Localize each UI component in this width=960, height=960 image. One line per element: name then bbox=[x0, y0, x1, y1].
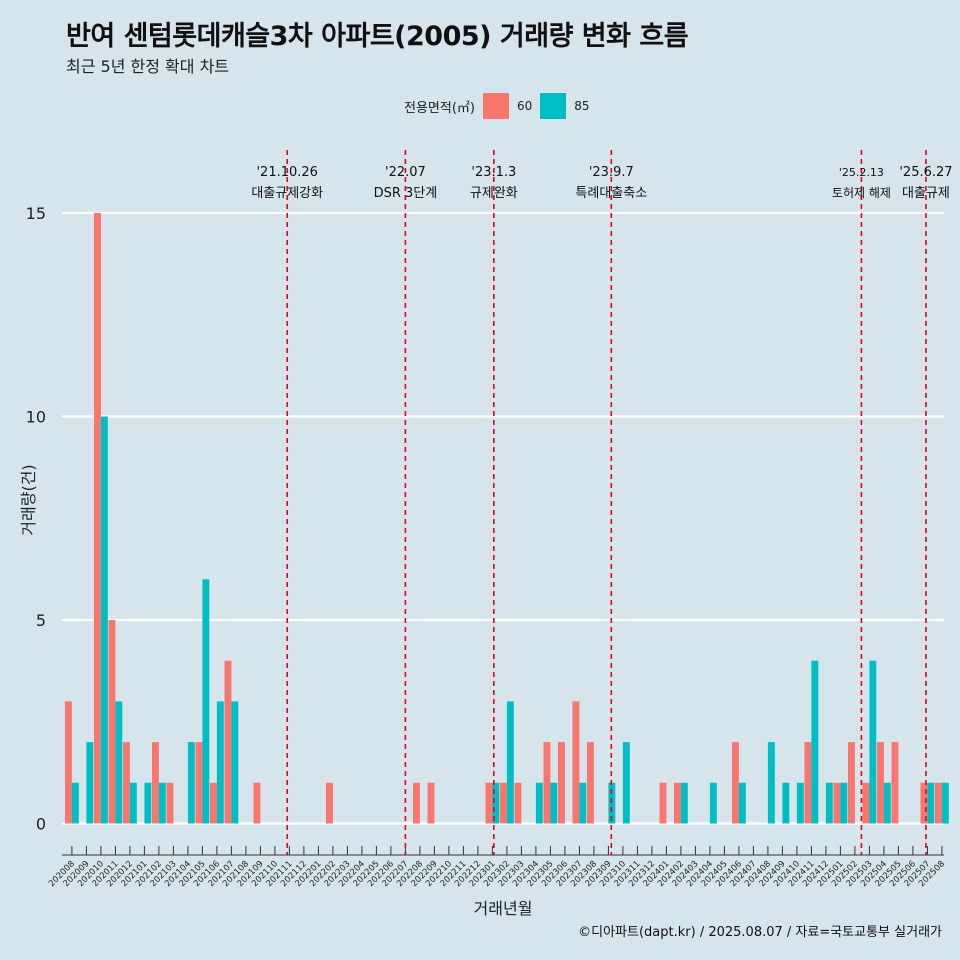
event-name-label: 규제완화 bbox=[470, 186, 518, 201]
legend: 전용면적(㎡) 60 85 bbox=[404, 93, 598, 119]
bar-60-202106 bbox=[210, 782, 217, 824]
event-date-label: '21.10.26 bbox=[256, 165, 317, 180]
bar-85-202302 bbox=[506, 701, 514, 824]
bar-85-202105 bbox=[202, 579, 210, 824]
bar-85-202107 bbox=[231, 701, 239, 824]
bar-60-202011 bbox=[108, 620, 116, 824]
bar-85-202409 bbox=[782, 782, 790, 824]
bar-85-202309 bbox=[608, 782, 616, 824]
legend-label-85: 85 bbox=[574, 99, 590, 113]
bar-60-202502 bbox=[848, 742, 855, 824]
event-name-label: DSR 3단계 bbox=[374, 186, 438, 201]
bar-85-202408 bbox=[767, 742, 775, 824]
bar-85-202411 bbox=[811, 660, 819, 824]
bar-85-202305 bbox=[550, 782, 558, 824]
bar-60-202302 bbox=[500, 782, 507, 824]
bar-85-202507 bbox=[927, 782, 935, 824]
bar-85-202503 bbox=[869, 660, 877, 824]
bar-60-202012 bbox=[123, 742, 130, 824]
bar-60-202508 bbox=[935, 782, 942, 824]
event-name-label: 대출규제강화 bbox=[251, 186, 323, 201]
bar-85-202310 bbox=[622, 742, 630, 824]
chart-subtitle: 최근 5년 한정 확대 차트 bbox=[66, 57, 230, 76]
bar-60-202406 bbox=[732, 742, 739, 824]
bar-85-202102 bbox=[158, 782, 166, 824]
bar-60-202010 bbox=[94, 213, 101, 824]
event-date-label: '25.6.27 bbox=[899, 165, 952, 180]
event-name-label: 토허제 해제 bbox=[832, 186, 891, 200]
bar-85-202301 bbox=[492, 782, 500, 824]
bar-60-202209 bbox=[427, 782, 435, 824]
bar-60-202103 bbox=[166, 782, 174, 824]
bar-85-202501 bbox=[840, 782, 848, 824]
bar-85-202410 bbox=[796, 782, 804, 824]
chart-title: 반여 센텀롯데캐슬3차 아파트(2005) 거래량 변화 흐름 bbox=[66, 21, 689, 52]
bar-60-202504 bbox=[877, 742, 884, 824]
y-tick-label: 0 bbox=[36, 815, 46, 834]
event-date-label: '23.1.3 bbox=[471, 165, 516, 180]
bar-60-202306 bbox=[558, 742, 565, 824]
bar-85-202508 bbox=[941, 782, 949, 824]
bar-60-202208 bbox=[413, 782, 420, 824]
bar-85-202010 bbox=[100, 416, 108, 824]
bar-85-202009 bbox=[86, 742, 94, 824]
y-tick-label: 15 bbox=[26, 204, 46, 223]
bar-60-202501 bbox=[833, 782, 841, 824]
event-date-label: '23.9.7 bbox=[589, 165, 634, 180]
bar-60-202202 bbox=[326, 782, 333, 824]
bar-60-202307 bbox=[572, 701, 580, 824]
y-tick-label: 5 bbox=[36, 611, 46, 630]
bar-85-202011 bbox=[115, 701, 123, 824]
x-axis-title: 거래년월 bbox=[474, 899, 533, 918]
legend-key-85 bbox=[540, 93, 567, 119]
legend-label-60: 60 bbox=[516, 99, 533, 113]
bar-60-202303 bbox=[514, 782, 522, 824]
bar-60-202301 bbox=[485, 782, 493, 824]
bar-60-202308 bbox=[587, 742, 594, 824]
bar-85-202304 bbox=[535, 782, 543, 824]
bar-60-202503 bbox=[862, 782, 870, 824]
bar-60-202305 bbox=[543, 742, 551, 824]
bar-85-202101 bbox=[144, 782, 152, 824]
bar-60-202505 bbox=[891, 742, 899, 824]
event-date-label: '22.07 bbox=[385, 165, 426, 180]
bar-85-202412 bbox=[825, 782, 833, 824]
legend-title: 전용면적(㎡) bbox=[404, 100, 475, 116]
bar-60-202008 bbox=[65, 701, 72, 824]
bar-85-202504 bbox=[883, 782, 891, 824]
event-name-label: 대출규제 bbox=[902, 186, 950, 201]
bar-85-202008 bbox=[71, 782, 79, 824]
event-name-label: 특례대출축소 bbox=[575, 186, 647, 201]
bar-85-202406 bbox=[738, 782, 746, 824]
y-axis-title: 거래량(건) bbox=[19, 464, 38, 535]
bar-60-202401 bbox=[659, 782, 667, 824]
bar-85-202402 bbox=[680, 782, 688, 824]
bar-60-202102 bbox=[152, 742, 159, 824]
bar-60-202109 bbox=[253, 782, 261, 824]
event-date-label: '25.2.13 bbox=[839, 166, 884, 179]
bar-85-202104 bbox=[187, 742, 195, 824]
bar-85-202404 bbox=[709, 782, 717, 824]
credit-text: ©디아파트(dapt.kr) / 2025.08.07 / 자료=국토교통부 실… bbox=[578, 925, 942, 940]
bar-60-202107 bbox=[224, 660, 232, 824]
bar-85-202106 bbox=[216, 701, 224, 824]
bar-85-202307 bbox=[579, 782, 587, 824]
y-tick-label: 10 bbox=[26, 408, 46, 427]
bar-60-202411 bbox=[804, 742, 812, 824]
bar-60-202402 bbox=[674, 782, 681, 824]
bar-85-202012 bbox=[129, 782, 137, 824]
legend-key-60 bbox=[482, 93, 509, 119]
bar-60-202105 bbox=[195, 742, 203, 824]
bar-60-202507 bbox=[920, 782, 928, 824]
